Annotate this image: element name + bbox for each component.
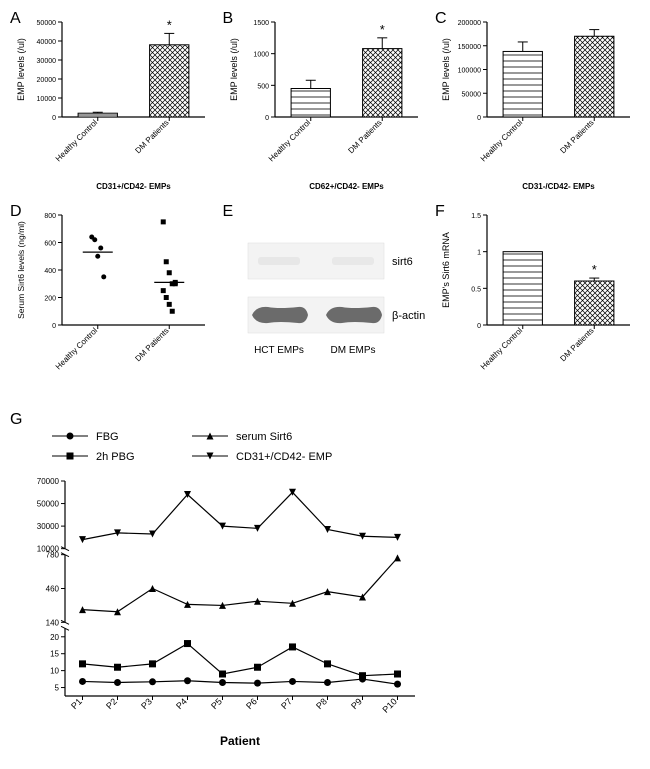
row-1: A 01000020000300004000050000Healthy Cont… xyxy=(10,10,640,195)
svg-text:serum Sirt6: serum Sirt6 xyxy=(236,431,292,443)
svg-text:140: 140 xyxy=(46,618,60,627)
svg-text:P6: P6 xyxy=(244,696,259,711)
svg-text:15: 15 xyxy=(50,650,59,659)
svg-text:0: 0 xyxy=(52,115,56,122)
svg-text:Healthy Control: Healthy Control xyxy=(54,326,100,372)
svg-text:1.5: 1.5 xyxy=(471,213,481,220)
svg-text:*: * xyxy=(592,262,597,277)
svg-text:*: * xyxy=(167,17,172,32)
svg-text:Healthy Control: Healthy Control xyxy=(479,118,525,164)
panel-g-label: G xyxy=(10,411,22,429)
svg-text:P7: P7 xyxy=(279,696,294,711)
svg-text:P9: P9 xyxy=(349,696,364,711)
svg-text:P8: P8 xyxy=(314,696,329,711)
svg-text:P1: P1 xyxy=(69,696,84,711)
row-3: G FBGserum Sirt62h PBGCD31+/CD42- EMP100… xyxy=(10,411,640,751)
svg-text:780: 780 xyxy=(46,551,60,560)
svg-text:150000: 150000 xyxy=(458,44,481,51)
svg-text:CD31-/CD42- EMPs: CD31-/CD42- EMPs xyxy=(522,182,595,191)
panel-d-label: D xyxy=(10,203,22,221)
svg-text:DM Patients: DM Patients xyxy=(558,118,595,155)
svg-text:20000: 20000 xyxy=(37,77,57,84)
panel-f-label: F xyxy=(435,203,445,221)
svg-text:0: 0 xyxy=(52,323,56,330)
panel-f: F 0 0.5 1 1.5 Healthy Control * DM Patients EMP… xyxy=(435,203,640,403)
svg-text:0.5: 0.5 xyxy=(471,286,481,293)
svg-text:0: 0 xyxy=(477,115,481,122)
svg-text:P10: P10 xyxy=(381,696,399,714)
svg-text:30000: 30000 xyxy=(37,58,57,65)
svg-text:CD31+/CD42- EMP: CD31+/CD42- EMP xyxy=(236,451,332,463)
svg-text:40000: 40000 xyxy=(37,39,57,46)
svg-text:Patient: Patient xyxy=(220,734,260,748)
panel-a-label: A xyxy=(10,10,21,28)
panel-c-label: C xyxy=(435,10,447,28)
svg-text:1500: 1500 xyxy=(253,20,269,27)
svg-text:1: 1 xyxy=(477,250,481,257)
svg-text:Healthy Control: Healthy Control xyxy=(266,118,312,164)
svg-text:Healthy Control: Healthy Control xyxy=(479,326,525,372)
svg-text:200: 200 xyxy=(44,296,56,303)
panel-e: E sirt6 β-actin HCT EMPs DM EMPs xyxy=(223,203,428,403)
svg-text:DM Patients: DM Patients xyxy=(558,326,595,363)
svg-text:Serum Sirt6 levels (ng/ml): Serum Sirt6 levels (ng/ml) xyxy=(16,221,26,319)
svg-text:P2: P2 xyxy=(104,696,119,711)
svg-text:P3: P3 xyxy=(139,696,154,711)
svg-text:EMP levels (/ul): EMP levels (/ul) xyxy=(229,38,239,101)
svg-text:CD62+/CD42- EMPs: CD62+/CD42- EMPs xyxy=(309,182,384,191)
svg-text:DM Patients: DM Patients xyxy=(346,118,383,155)
panel-b-label: B xyxy=(223,10,234,28)
svg-text:HCT EMPs: HCT EMPs xyxy=(254,345,304,356)
row-2: D 0 200 400 600 800 Healthy Control DM Patient… xyxy=(10,203,640,403)
svg-text:Healthy Control: Healthy Control xyxy=(54,118,100,164)
svg-text:EMP levels (/ul): EMP levels (/ul) xyxy=(16,38,26,101)
svg-text:*: * xyxy=(379,22,384,37)
svg-text:30000: 30000 xyxy=(37,522,60,531)
panel-d: D 0 200 400 600 800 Healthy Control DM Patient… xyxy=(10,203,215,403)
svg-text:100000: 100000 xyxy=(458,68,481,75)
svg-text:1000: 1000 xyxy=(253,52,269,59)
panel-c: C 0 50000 100000 150000 200000 Healthy Contro… xyxy=(435,10,640,195)
svg-text:500: 500 xyxy=(257,83,269,90)
svg-text:10: 10 xyxy=(50,667,59,676)
svg-text:CD31+/CD42- EMPs: CD31+/CD42- EMPs xyxy=(96,182,171,191)
panel-b: B 0 500 1000 1500 Healthy Control * DM Patient… xyxy=(223,10,428,195)
svg-text:EMP's Sirt6 mRNA: EMP's Sirt6 mRNA xyxy=(441,232,451,308)
svg-text:sirt6: sirt6 xyxy=(392,256,413,268)
svg-text:FBG: FBG xyxy=(96,431,119,443)
svg-text:20: 20 xyxy=(50,633,59,642)
svg-text:70000: 70000 xyxy=(37,477,60,486)
svg-text:β-actin: β-actin xyxy=(392,310,425,322)
svg-text:460: 460 xyxy=(46,585,60,594)
svg-text:600: 600 xyxy=(44,241,56,248)
panel-a: A 0 10000 20000 30000 40000 50000 Healthy Cont… xyxy=(10,10,215,195)
svg-text:5: 5 xyxy=(55,684,60,693)
svg-text:200000: 200000 xyxy=(458,20,481,27)
svg-text:DM Patients: DM Patients xyxy=(133,118,170,155)
svg-text:800: 800 xyxy=(44,213,56,220)
svg-text:EMP levels (/ul): EMP levels (/ul) xyxy=(441,38,451,101)
svg-text:400: 400 xyxy=(44,268,56,275)
svg-text:50000: 50000 xyxy=(37,20,57,27)
svg-text:50000: 50000 xyxy=(37,500,60,509)
svg-text:2h PBG: 2h PBG xyxy=(96,451,135,463)
svg-text:0: 0 xyxy=(477,323,481,330)
svg-text:50000: 50000 xyxy=(462,91,482,98)
svg-text:10000: 10000 xyxy=(37,96,57,103)
svg-text:DM Patients: DM Patients xyxy=(133,326,170,363)
panel-e-label: E xyxy=(223,203,234,221)
svg-text:P4: P4 xyxy=(174,696,189,711)
svg-text:DM EMPs: DM EMPs xyxy=(330,345,375,356)
svg-text:0: 0 xyxy=(265,115,269,122)
panel-g: G FBGserum Sirt62h PBGCD31+/CD42- EMP100… xyxy=(10,411,430,751)
svg-text:P5: P5 xyxy=(209,696,224,711)
